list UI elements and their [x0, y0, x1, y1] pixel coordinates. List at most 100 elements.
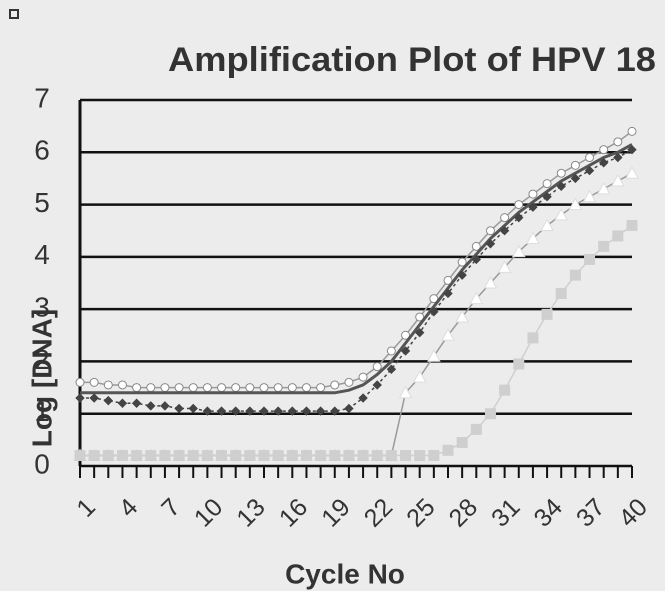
marker: [245, 406, 255, 416]
marker: [259, 406, 269, 416]
marker: [230, 406, 241, 416]
marker: [442, 444, 454, 456]
marker: [613, 152, 623, 163]
marker: [429, 307, 439, 317]
marker: [202, 383, 212, 393]
marker: [499, 384, 511, 396]
series-line: [80, 130, 633, 389]
marker: [357, 450, 369, 462]
marker: [173, 450, 185, 462]
marker: [244, 450, 256, 462]
marker: [497, 260, 512, 273]
marker: [117, 380, 127, 390]
marker: [555, 287, 567, 299]
marker: [540, 218, 554, 231]
marker: [315, 450, 327, 462]
marker: [471, 254, 482, 265]
series-line: [80, 149, 633, 412]
marker: [386, 346, 396, 356]
marker: [627, 126, 637, 136]
y-tick-label: 6: [34, 135, 50, 166]
marker: [300, 450, 312, 462]
marker: [625, 166, 639, 179]
marker: [542, 179, 552, 189]
marker: [89, 393, 99, 403]
marker: [358, 372, 368, 382]
marker: [412, 370, 427, 383]
marker: [598, 158, 609, 168]
marker: [103, 380, 113, 390]
marker: [569, 269, 581, 281]
y-tick-label: 3: [34, 292, 50, 323]
marker: [287, 406, 298, 416]
chart-title: Amplification Plot of HPV 18: [168, 41, 656, 79]
marker: [528, 189, 538, 199]
marker: [598, 240, 610, 252]
marker: [483, 275, 498, 289]
marker: [484, 408, 496, 420]
marker: [89, 377, 99, 387]
marker: [372, 362, 382, 372]
marker: [75, 377, 85, 387]
marker: [584, 165, 595, 176]
marker: [88, 450, 100, 462]
marker: [456, 436, 468, 448]
marker: [582, 189, 597, 203]
marker: [75, 393, 85, 403]
marker: [102, 450, 114, 462]
marker: [117, 398, 128, 408]
marker: [556, 181, 566, 191]
marker: [599, 145, 609, 155]
marker: [372, 380, 382, 390]
marker: [315, 406, 326, 416]
marker: [570, 160, 580, 170]
marker: [187, 450, 199, 462]
marker: [626, 219, 638, 231]
marker: [485, 239, 496, 249]
marker: [513, 358, 525, 370]
y-tick-label: 5: [34, 187, 50, 218]
marker: [469, 291, 484, 305]
marker: [330, 406, 340, 416]
marker: [201, 450, 213, 462]
marker: [344, 403, 354, 414]
marker: [103, 395, 114, 406]
marker: [145, 450, 157, 462]
marker: [272, 450, 284, 462]
marker: [160, 401, 170, 411]
marker: [470, 423, 482, 435]
marker: [400, 450, 412, 462]
marker: [427, 349, 441, 362]
marker: [131, 450, 143, 462]
marker: [386, 364, 397, 374]
marker: [286, 450, 298, 462]
marker: [613, 137, 623, 147]
marker: [414, 450, 426, 462]
marker: [443, 275, 453, 285]
marker: [258, 450, 270, 462]
marker: [400, 346, 411, 356]
marker: [259, 383, 269, 393]
marker: [471, 241, 481, 251]
marker: [316, 383, 326, 393]
marker: [160, 383, 170, 393]
marker: [74, 450, 86, 462]
marker: [231, 383, 241, 393]
marker: [217, 383, 227, 393]
corner-box: [9, 9, 19, 19]
marker: [287, 383, 297, 393]
marker: [414, 327, 425, 338]
marker: [596, 181, 611, 195]
marker: [511, 244, 526, 258]
marker: [358, 393, 368, 403]
marker: [584, 253, 596, 265]
marker: [131, 398, 142, 408]
marker: [500, 213, 510, 223]
series-line: [80, 143, 633, 395]
marker: [273, 406, 283, 416]
marker: [528, 202, 538, 212]
marker: [415, 312, 425, 322]
marker: [612, 230, 624, 242]
